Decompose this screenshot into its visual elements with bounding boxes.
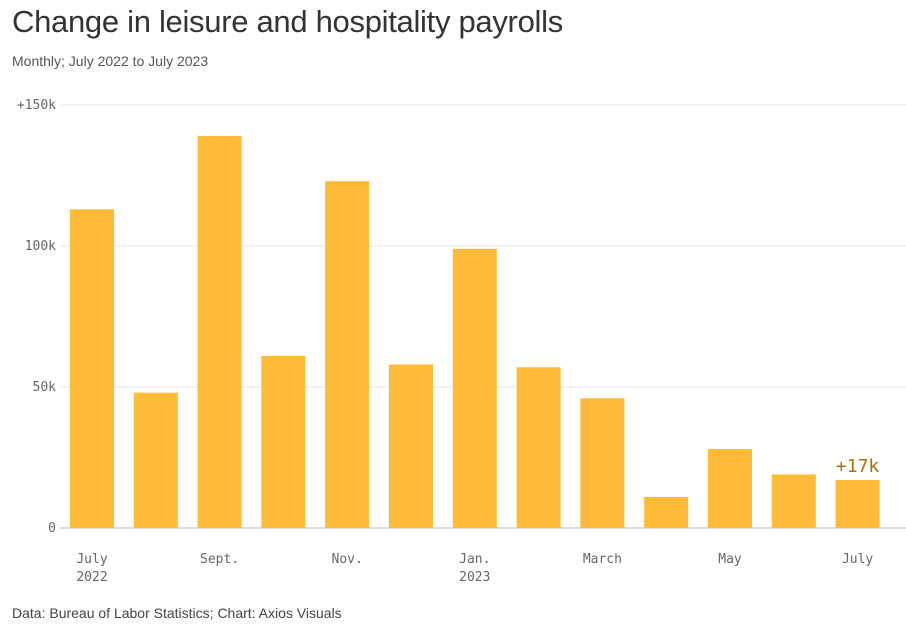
bar-aug-2022 bbox=[133, 392, 178, 528]
chart-subtitle: Monthly; July 2022 to July 2023 bbox=[12, 53, 209, 69]
x-tick-label: Sept. bbox=[200, 552, 239, 567]
bars-layer bbox=[70, 136, 880, 528]
x-tick-label: July bbox=[842, 552, 873, 567]
bar-jul-2023 bbox=[835, 480, 880, 528]
chart-title: Change in leisure and hospitality payrol… bbox=[12, 4, 563, 39]
bar-jan-2023 bbox=[452, 248, 497, 528]
y-tick-label: 50k bbox=[33, 380, 57, 395]
bar-jul-2022 bbox=[70, 209, 114, 528]
x-tick-label-year: 2022 bbox=[76, 570, 107, 585]
y-tick-label: +150k bbox=[17, 98, 56, 113]
data-label: +17k bbox=[836, 456, 880, 477]
bar-oct-2022 bbox=[261, 355, 306, 528]
y-tick-label: 100k bbox=[25, 239, 56, 254]
bar-apr-2023 bbox=[644, 496, 689, 528]
bar-may-2023 bbox=[708, 449, 752, 528]
bar-sep-2022 bbox=[197, 136, 242, 528]
x-tick-label: Jan. bbox=[459, 552, 490, 567]
bar-feb-2023 bbox=[516, 367, 561, 528]
x-tick-label: Nov. bbox=[332, 552, 363, 567]
bar-mar-2023 bbox=[580, 398, 625, 528]
chart-source: Data: Bureau of Labor Statistics; Chart:… bbox=[12, 605, 342, 621]
bar-jun-2023 bbox=[771, 474, 816, 528]
x-tick-label: March bbox=[583, 552, 622, 567]
y-tick-label: 0 bbox=[48, 521, 56, 536]
bar-dec-2022 bbox=[389, 364, 433, 528]
x-tick-label-year: 2023 bbox=[459, 570, 490, 585]
x-tick-label: July bbox=[76, 552, 107, 567]
bar-nov-2022 bbox=[325, 181, 370, 528]
labels-layer: +150k 100k 50k 0 July 2022 Sept. Nov. Jan. 2023 Ma… bbox=[17, 98, 880, 585]
x-tick-label: May bbox=[718, 552, 742, 567]
bar-chart: +150k 100k 50k 0 July 2022 Sept. Nov. Jan. 2023 Ma… bbox=[17, 98, 906, 585]
